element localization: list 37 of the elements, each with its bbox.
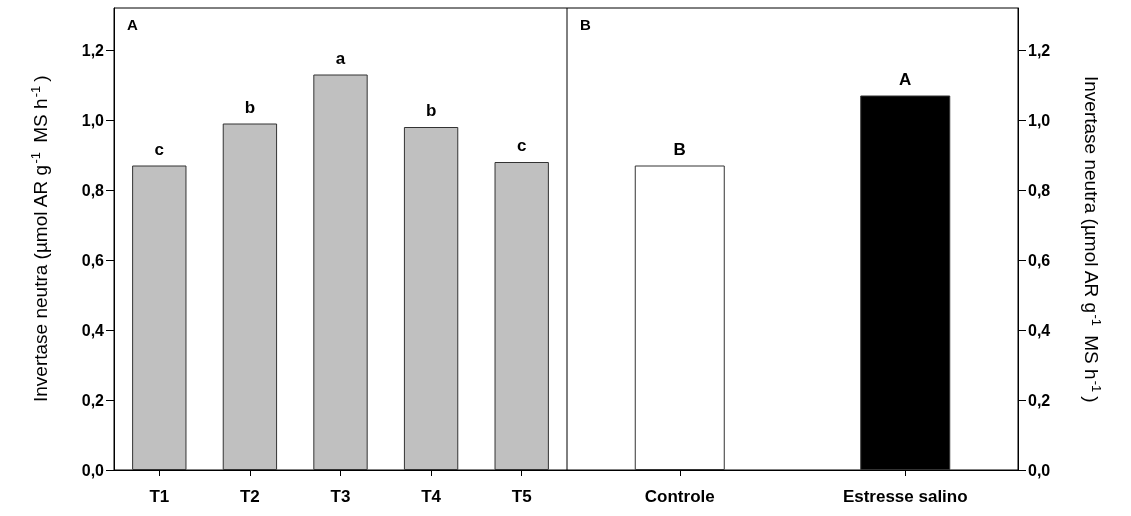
x-tick-label: Estresse salino: [842, 487, 968, 506]
bar: [403, 127, 459, 470]
bar: [494, 162, 549, 470]
annotation: c: [516, 136, 527, 155]
annotation: b: [425, 101, 437, 120]
y-tick-label: 0,8: [81, 181, 105, 199]
annotation: a: [335, 48, 346, 68]
text: B: [580, 16, 591, 33]
annotation: A: [899, 69, 912, 89]
y-tick-label: 0,2: [81, 391, 105, 409]
text: A: [127, 16, 138, 33]
annotation: B: [673, 139, 686, 159]
y-tick-label: 1,0: [1028, 111, 1051, 129]
y-axis-title: Invertase neutra (µmol AR g-1 MS h-1): [1081, 75, 1104, 403]
y-tick-label: 0,0: [81, 461, 105, 479]
x-tick-label: Controle: [644, 487, 715, 506]
y-tick-label: 0,8: [1028, 181, 1051, 199]
y-tick-label: 0,4: [1028, 321, 1051, 339]
bar: [222, 123, 278, 470]
y-tick-label: 0,6: [1028, 251, 1051, 269]
bar: [132, 165, 187, 470]
x-tick-label: T4: [421, 487, 442, 506]
y-tick-label: 1,0: [81, 111, 105, 129]
y-tick-label: 1,2: [81, 41, 105, 59]
y-tick-label: 0,0: [1028, 461, 1051, 479]
y-tick-label: 0,4: [81, 321, 105, 339]
annotation: b: [244, 97, 256, 117]
y-tick-label: 1,2: [1028, 41, 1051, 59]
bar: [313, 74, 368, 470]
y-tick-label: 0,6: [81, 251, 105, 269]
y-tick-label: 0,2: [1028, 391, 1051, 409]
annotation: c: [154, 139, 165, 159]
x-tick-label: T2: [239, 487, 260, 506]
x-tick-label: T5: [511, 487, 532, 506]
x-tick-label: T3: [330, 487, 351, 506]
x-tick-label: T1: [149, 487, 170, 506]
y-axis-title: Invertase neutra (µmol AR g-1 MS h-1): [28, 75, 51, 403]
